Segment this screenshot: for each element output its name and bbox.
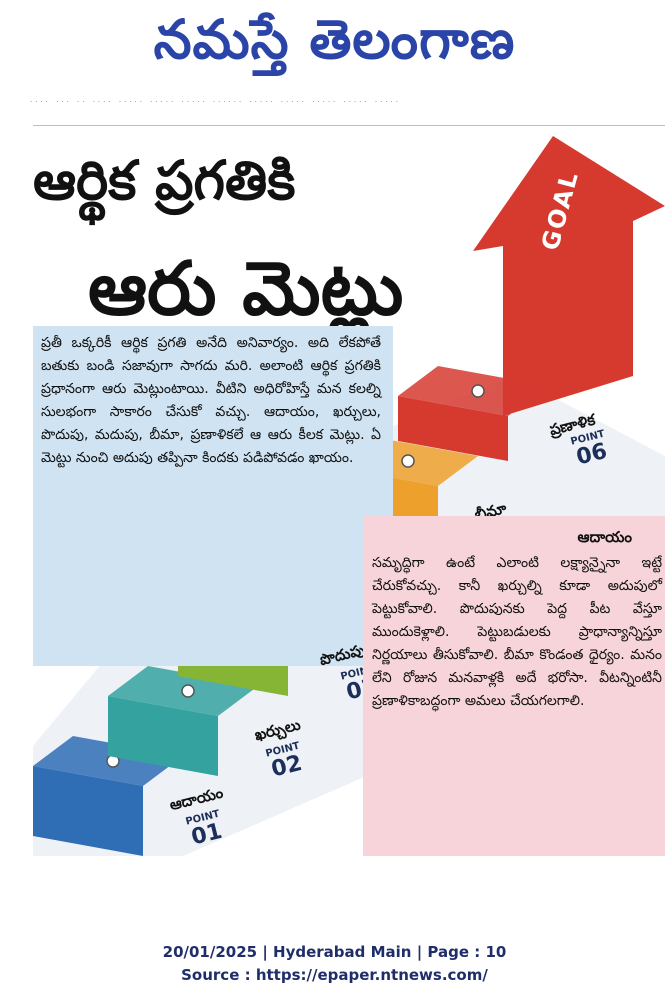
step-front-01 bbox=[33, 766, 143, 856]
goal-arrow bbox=[473, 136, 665, 416]
section-paragraph: సమృద్ధిగా ఉంటే ఎలాంటి లక్ష్యాన్నైనా ఇట్ట… bbox=[372, 555, 662, 709]
footer-source-line: Source : https://epaper.ntnews.com/ bbox=[181, 966, 488, 984]
right-panel-background bbox=[363, 516, 665, 856]
step-dot-02 bbox=[181, 684, 195, 698]
article-title-line2: ఆరు మెట్లు bbox=[88, 246, 404, 332]
masthead-divider bbox=[33, 125, 665, 126]
masthead-subline: .... ... .. .... ..... ..... ..... .....… bbox=[30, 96, 401, 104]
intro-background bbox=[33, 326, 393, 666]
article-title-line1: ఆర్థిక ప్రగతికి bbox=[33, 149, 296, 212]
step-dot-06 bbox=[471, 384, 485, 398]
step-front-02 bbox=[108, 696, 218, 776]
newspaper-masthead: నమస్తే తెలంగాణ bbox=[153, 8, 516, 71]
intro-box: ప్రతీ ఒక్కరికీ ఆర్థిక ప్రగతి అనేది అనివా… bbox=[33, 326, 393, 666]
section-heading: ఆదాయం bbox=[577, 528, 632, 546]
step-front-06 bbox=[398, 396, 508, 461]
step-dot-05 bbox=[401, 454, 415, 468]
footer-date-line: 20/01/2025 | Hyderabad Main | Page : 10 bbox=[162, 943, 507, 961]
intro-paragraph: ప్రతీ ఒక్కరికీ ఆర్థిక ప్రగతి అనేది అనివా… bbox=[41, 335, 381, 466]
